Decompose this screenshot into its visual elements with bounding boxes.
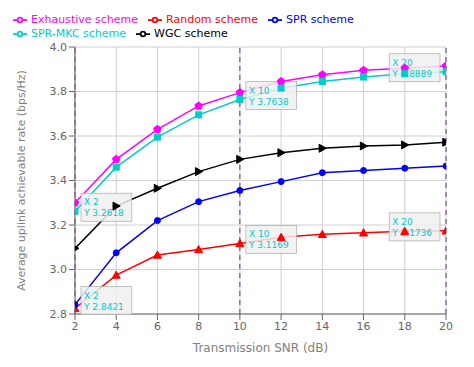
svg-text:10: 10 — [233, 320, 247, 333]
svg-text:X 2Y 2.8421: X 2Y 2.8421 — [83, 291, 124, 312]
svg-text:2: 2 — [72, 320, 79, 333]
svg-text:18: 18 — [398, 320, 412, 333]
svg-text:Transmission SNR (dB): Transmission SNR (dB) — [192, 341, 328, 355]
svg-text:4.0: 4.0 — [50, 41, 68, 54]
svg-text:X 2Y 3.2618: X 2Y 3.2618 — [83, 197, 124, 218]
svg-text:14: 14 — [315, 320, 329, 333]
svg-text:4: 4 — [113, 320, 120, 333]
svg-text:8: 8 — [195, 320, 202, 333]
svg-text:3.8: 3.8 — [50, 85, 68, 98]
svg-text:3.0: 3.0 — [50, 263, 68, 276]
html-text:SPR-MKC scheme: SPR-MKC scheme — [31, 27, 127, 40]
svg-text:X 10Y 3.7638: X 10Y 3.7638 — [248, 86, 289, 107]
svg-text:X 10Y 3.1169: X 10Y 3.1169 — [248, 229, 289, 250]
svg-text:Average uplink achievable rate: Average uplink achievable rate (bps/Hz) — [15, 70, 28, 291]
svg-text:X 20Y 3.8889: X 20Y 3.8889 — [391, 58, 432, 79]
svg-text:3.4: 3.4 — [50, 174, 68, 187]
svg-text:20: 20 — [439, 320, 453, 333]
svg-text:6: 6 — [154, 320, 161, 333]
html-text:Exhaustive scheme: Exhaustive scheme — [31, 13, 138, 26]
svg-text:16: 16 — [357, 320, 371, 333]
svg-text:X 20Y 3.1736: X 20Y 3.1736 — [391, 217, 432, 238]
html-text:SPR scheme: SPR scheme — [286, 13, 354, 26]
html-text:WGC scheme: WGC scheme — [154, 27, 228, 40]
svg-text:2.8: 2.8 — [50, 308, 68, 321]
html-text:Random scheme: Random scheme — [166, 13, 259, 26]
svg-text:3.2: 3.2 — [50, 219, 68, 232]
svg-text:3.6: 3.6 — [50, 130, 68, 143]
svg-text:12: 12 — [274, 320, 288, 333]
